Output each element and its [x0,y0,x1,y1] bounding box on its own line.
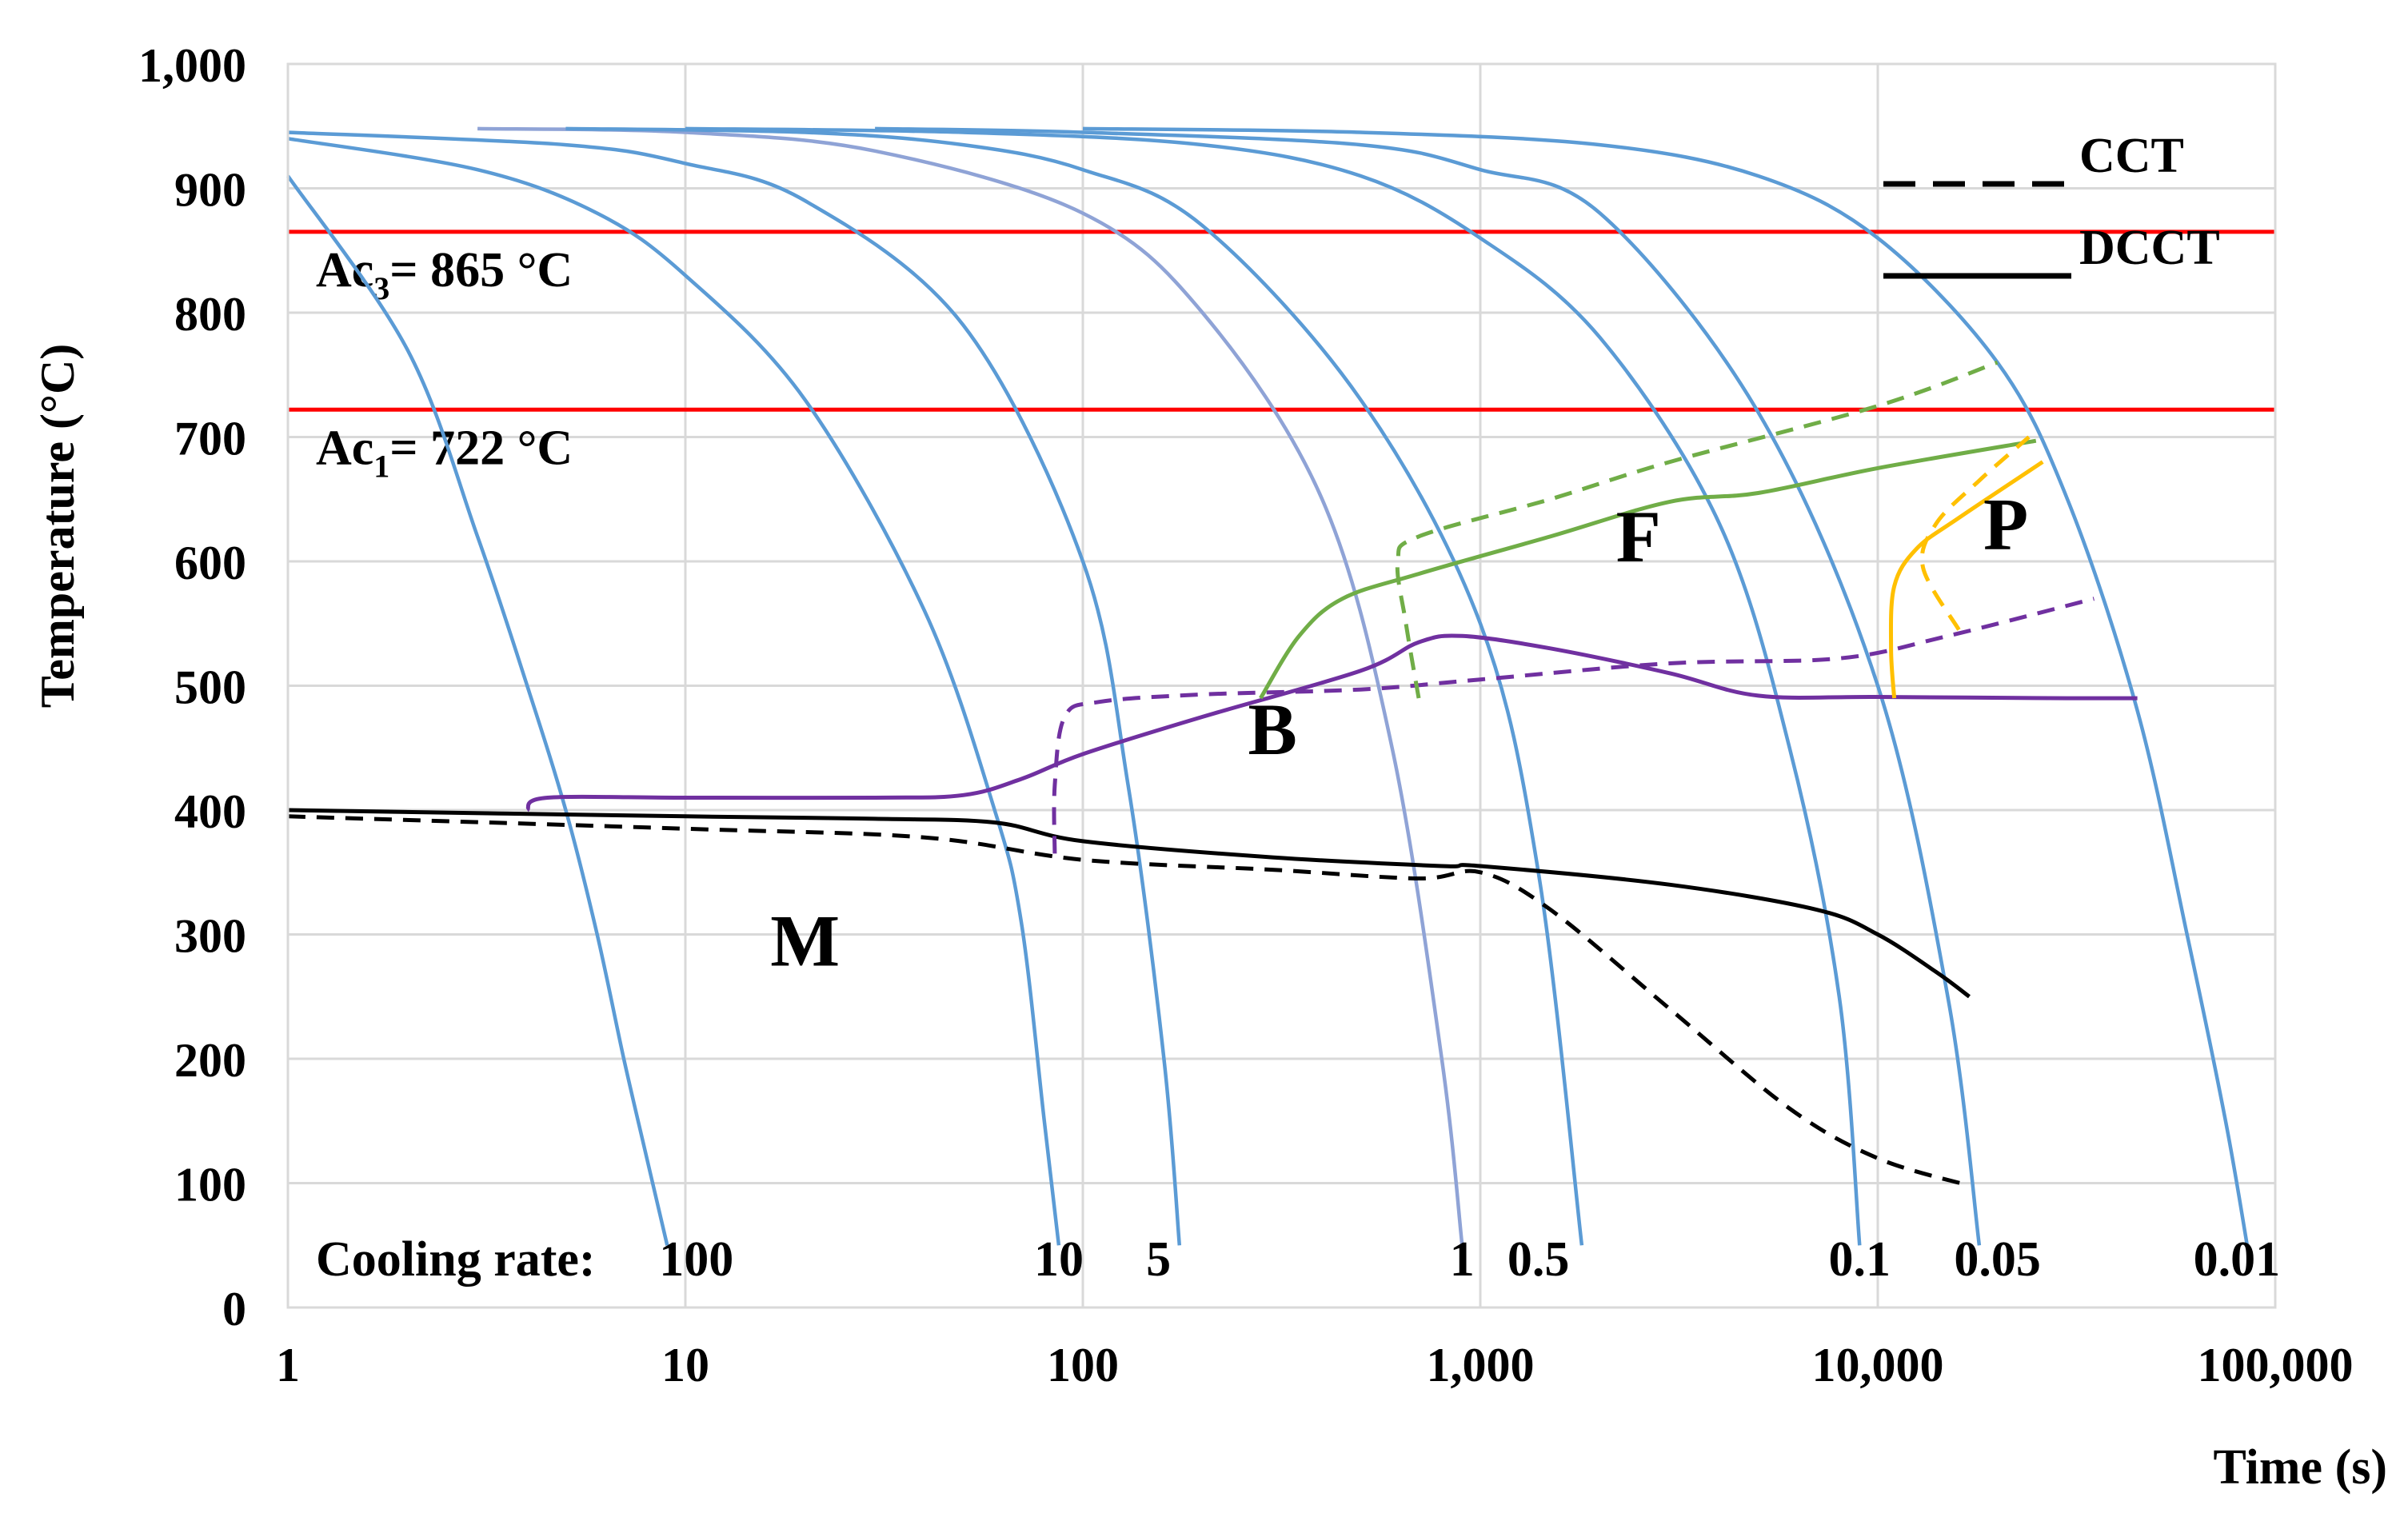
cooling-rate-value-0-1: 0.1 [1829,1232,1891,1287]
cooling-rate-value-0-5: 0.5 [1507,1232,1570,1287]
cooling-rate-value-10: 10 [1034,1232,1084,1287]
y-tick-label: 300 [174,910,246,963]
cooling-curves [286,126,2250,1246]
cooling-curve-0-1 [685,126,1862,1246]
y-tick-label: 700 [174,413,246,465]
legend-label-cct: CCT [2079,129,2184,183]
cct-pearlite-curve [1919,435,2031,631]
x-tick-label: 100 [1047,1339,1119,1391]
axes: 0 100 200 300 400 500 600 700 800 900 1,000 1 10 100 1… [31,39,2387,1495]
y-tick-label: 900 [174,164,246,217]
cooling-rate-value-100: 100 [659,1232,733,1287]
x-tick-label: 100,000 [2198,1339,2354,1391]
grid [286,62,2277,1309]
cooling-curve-100 [286,174,669,1246]
cooling-curve-10 [287,137,1061,1246]
y-tick-label: 1,000 [138,39,246,92]
dcct-ferrite-curve [1259,438,2037,700]
legend-label-dcct: DCCT [2079,221,2220,275]
cct-ferrite-curve [1395,360,1999,699]
x-tick-label: 1,000 [1427,1339,1535,1391]
ac1-label: Ac1= 722 °C [316,421,573,484]
y-tick-label: 500 [174,661,246,714]
cooling-rate-label: Cooling rate: [316,1232,596,1287]
cct-martensite-start-curve [287,814,1971,1188]
cooling-curve-0-5 [565,126,1584,1246]
cct-bainite-curve [1052,597,2095,854]
cooling-rate-value-5: 5 [1146,1232,1171,1287]
chart-labels: M B F P Cooling rate: 100 10 5 1 0.5 0.1 0.05 0.01 [316,483,2280,1287]
region-label-m: M [770,900,840,981]
x-tick-label: 10,000 [1812,1339,1944,1391]
region-label-b: B [1248,689,1296,770]
ac3-label: Ac3= 865 °C [316,243,573,306]
x-tick-label: 1 [276,1339,300,1391]
region-label-f: F [1616,496,1661,577]
y-tick-label: 400 [174,785,246,838]
cooling-curve-1 [477,126,1464,1246]
y-tick-label: 0 [222,1283,246,1335]
y-tick-label: 800 [174,288,246,341]
legend: CCT DCCT [1883,129,2220,279]
y-tick-label: 100 [174,1159,246,1212]
cooling-curve-0-01 [1082,126,2250,1246]
y-tick-label: 200 [174,1034,246,1087]
critical-temperature-lines: Ac3= 865 °C Ac1= 722 °C [288,230,2275,484]
cooling-rate-value-0-05: 0.05 [1954,1232,2041,1287]
x-axis-title: Time (s) [2213,1440,2387,1495]
y-axis-title: Temperature (°C) [31,344,84,709]
dcct-bainite-curve [525,633,2138,812]
cooling-rate-value-0-01: 0.01 [2194,1232,2281,1287]
region-label-p: P [1983,483,2028,565]
x-tick-label: 10 [661,1339,709,1391]
cooling-curve-5 [287,130,1182,1246]
plot-frame [286,62,2277,1309]
dcct-martensite-start-curve [287,808,1971,999]
cooling-curve-0-05 [875,126,1982,1246]
dcct-pearlite-curve [1888,460,2044,699]
cooling-rate-value-1: 1 [1450,1232,1475,1287]
y-tick-label: 600 [174,537,246,589]
phase-curves [287,360,2138,1188]
